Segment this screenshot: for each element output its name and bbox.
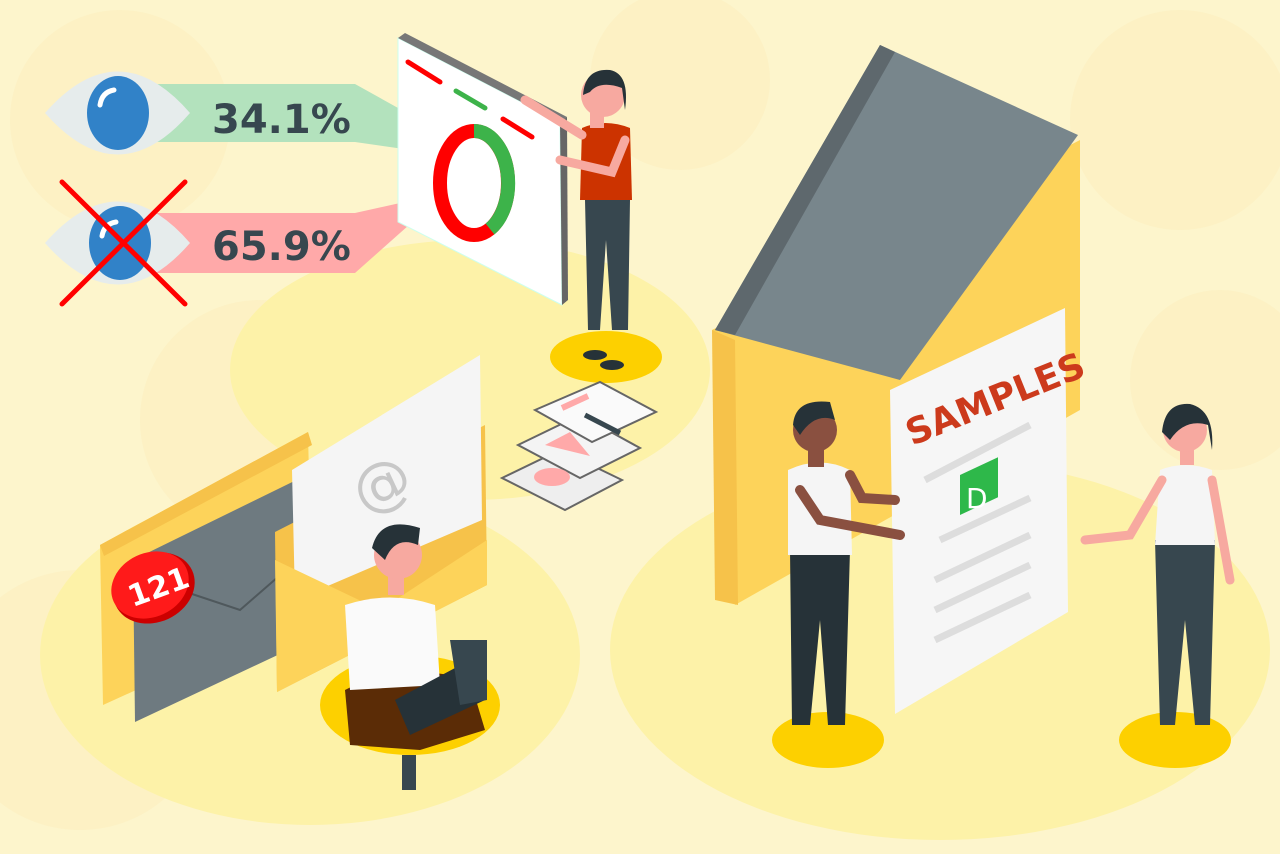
unread-badge: 121	[111, 551, 195, 624]
man-with-laptop	[320, 524, 500, 790]
eye-crossed-icon	[59, 179, 188, 307]
unseen-percentage: 65.9%	[212, 224, 351, 270]
unseen-stat: 65.9%	[45, 179, 445, 307]
letter	[292, 355, 482, 600]
document-badge-letter: D	[966, 482, 988, 515]
seen-percentage: 34.1%	[212, 97, 351, 143]
envelope-flap	[715, 45, 1078, 380]
woman-presenter	[520, 69, 662, 383]
document-badge	[960, 457, 998, 515]
man-holding-document	[772, 401, 905, 768]
donut-green	[473, 123, 516, 235]
unseen-banner	[130, 193, 445, 273]
mail-envelopes: @ 121	[100, 355, 487, 722]
report-cards	[499, 380, 659, 512]
woman-standing	[1080, 403, 1235, 768]
